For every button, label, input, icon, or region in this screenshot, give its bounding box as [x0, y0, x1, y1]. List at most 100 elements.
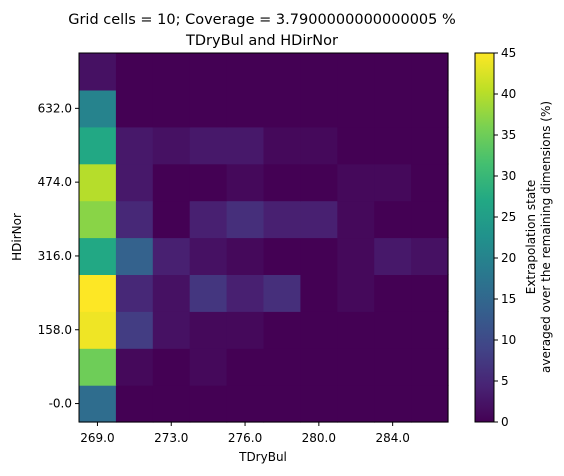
heatmap-cell — [152, 126, 191, 165]
heatmap-cell — [374, 274, 412, 312]
heatmap-cell — [189, 311, 228, 349]
heatmap-cell — [337, 385, 375, 423]
heatmap-cell — [115, 200, 154, 239]
heatmap-cell — [189, 126, 228, 165]
heatmap-cell — [374, 200, 412, 239]
heatmap-cell — [411, 53, 449, 91]
heatmap-cell — [226, 274, 265, 312]
heatmap-cell — [263, 385, 301, 423]
colorbar-ticks: 0 5 10 15 20 25 30 35 40 45 — [494, 46, 516, 429]
tick-label: 10 — [501, 333, 516, 347]
heatmap-cell — [411, 237, 449, 275]
heatmap-cell — [79, 53, 117, 91]
heatmap-cell — [374, 237, 412, 275]
heatmap-cell — [79, 385, 117, 423]
heatmap-cell — [152, 163, 191, 202]
heatmap-cell — [263, 163, 301, 202]
heatmap-cell — [263, 126, 301, 165]
heatmap-cell — [263, 89, 301, 128]
heatmap-cell — [337, 126, 375, 165]
heatmap-cell — [337, 200, 375, 239]
heatmap-cell — [263, 53, 301, 91]
tick-label: 35 — [501, 128, 516, 142]
heatmap-cell — [411, 274, 449, 312]
heatmap-cell — [300, 237, 338, 275]
tick-label: 0 — [501, 415, 509, 429]
heatmap-cell — [337, 53, 375, 91]
heatmap-cell — [300, 385, 338, 423]
heatmap-cell — [374, 163, 412, 202]
heatmap-cell — [115, 89, 154, 128]
tick-label: 316.0 — [38, 249, 72, 263]
colorbar — [474, 52, 495, 423]
heatmap-cell — [337, 237, 375, 275]
chart-title-line2: TDryBul and HDirNor — [185, 33, 338, 49]
heatmap-cell — [152, 311, 191, 349]
tick-label: 158.0 — [38, 323, 72, 337]
heatmap-cell — [79, 126, 117, 165]
heatmap-cell — [79, 200, 117, 239]
heatmap-cell — [300, 274, 338, 312]
heatmap-cell — [300, 311, 338, 349]
heatmap-cell — [79, 89, 117, 128]
heatmap-cell — [226, 237, 265, 275]
heatmap-cell — [374, 89, 412, 128]
x-axis-label: TDryBul — [238, 450, 287, 464]
heatmap-cell — [152, 348, 191, 386]
heatmap-cell — [226, 89, 265, 128]
heatmap-cell — [374, 311, 412, 349]
heatmap-cell — [79, 163, 117, 202]
heatmap-cell — [300, 348, 338, 386]
heatmap-cell — [226, 385, 265, 423]
heatmap-cell — [411, 89, 449, 128]
heatmap-cell — [411, 348, 449, 386]
plot-frame — [78, 52, 449, 423]
heatmap-cell — [300, 126, 338, 165]
heatmap-cell — [152, 53, 191, 91]
tick-label: 632.0 — [38, 101, 72, 115]
heatmap-cell — [152, 89, 191, 128]
tick-label: 474.0 — [38, 175, 72, 189]
heatmap-cell — [152, 274, 191, 312]
tick-label: 45 — [501, 46, 516, 60]
heatmap-cell — [226, 311, 265, 349]
heatmap-cell — [189, 200, 228, 239]
tick-label: 5 — [501, 374, 509, 388]
heatmap-cell — [189, 385, 228, 423]
tick-label: 15 — [501, 292, 516, 306]
colorbar-label-line2: averaged over the remaining dimensions (… — [539, 101, 553, 373]
heatmap-cell — [337, 89, 375, 128]
heatmap-cell — [79, 311, 117, 349]
heatmap-cell — [263, 274, 301, 312]
heatmap-cell — [411, 385, 449, 423]
heatmap-cell — [374, 348, 412, 386]
tick-label: 30 — [501, 169, 516, 183]
heatmap-cell — [79, 237, 117, 275]
heatmap-cell — [115, 237, 154, 275]
chart-title-line1: Grid cells = 10; Coverage = 3.7900000000… — [68, 12, 456, 28]
heatmap-cell — [226, 126, 265, 165]
heatmap-cell — [115, 53, 154, 91]
tick-label: 269.0 — [80, 431, 114, 445]
heatmap-cell — [226, 348, 265, 386]
heatmap-cell — [411, 126, 449, 165]
heatmap-cell — [115, 311, 154, 349]
heatmap-cell — [226, 200, 265, 239]
heatmap-cell — [189, 348, 228, 386]
heatmap-cell — [189, 89, 228, 128]
heatmap-cell — [226, 53, 265, 91]
heatmap-cell — [263, 237, 301, 275]
heatmap-cell — [79, 348, 117, 386]
heatmap-cell — [337, 163, 375, 202]
heatmap-cell — [374, 385, 412, 423]
tick-label: 25 — [501, 210, 516, 224]
heatmap-cell — [189, 237, 228, 275]
y-axis-ticks: -0.0 158.0 316.0 474.0 632.0 — [38, 101, 79, 411]
heatmap-cell — [411, 163, 449, 202]
heatmap-cell — [374, 126, 412, 165]
heatmap-cell — [411, 311, 449, 349]
heatmap-cell — [263, 311, 301, 349]
heatmap-cell — [79, 274, 117, 312]
y-axis-label: HDirNor — [10, 213, 24, 261]
